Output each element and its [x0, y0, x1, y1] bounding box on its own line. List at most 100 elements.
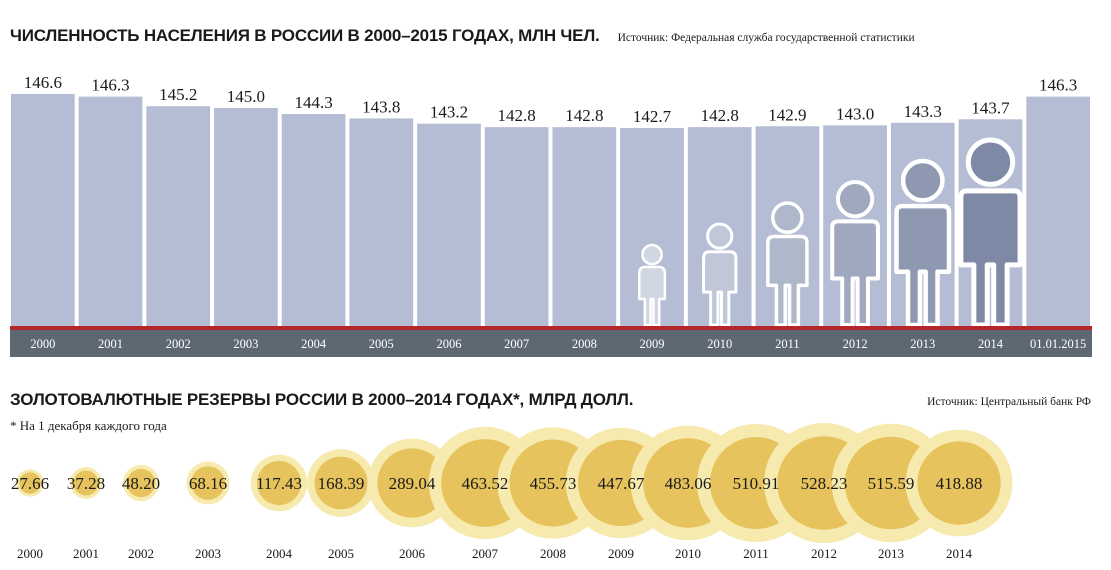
person-body — [637, 265, 667, 327]
person-body — [766, 234, 809, 327]
population-value-label: 142.7 — [633, 107, 672, 126]
reserves-footnote: * На 1 декабря каждого года — [10, 418, 167, 433]
reserves-value-label: 418.88 — [936, 474, 983, 493]
reserves-value-label: 117.43 — [256, 474, 302, 493]
population-tick-labels: 2000 2001 2002 2003 2004 2005 2006 2007 2008 2009… — [30, 337, 1086, 351]
reserves-bubbles: 27.66 37.28 48.20 68.16 117.43 168.39 289.04 46… — [11, 423, 1013, 543]
person-head — [641, 243, 663, 266]
population-value-label: 144.3 — [294, 93, 332, 112]
person-body — [702, 250, 738, 327]
population-bars: 146.6 146.3 145.2 145.0 144.3 143.8 143.2 142.8… — [11, 73, 1090, 329]
population-bar — [1026, 96, 1090, 328]
reserves-bubble — [377, 448, 447, 518]
population-bar — [349, 118, 414, 329]
reserves-value-label: 68.16 — [189, 474, 227, 493]
person-head — [771, 201, 804, 235]
reserves-value-label: 289.04 — [389, 474, 436, 493]
population-value-label: 146.3 — [1039, 76, 1077, 95]
person-head — [900, 158, 945, 203]
reserves-bubble — [314, 456, 368, 510]
reserves-tick-label: 2014 — [946, 546, 973, 561]
reserves-tick-labels: 2000 2001 2002 2003 2004 2005 2006 2007 2008 2009… — [17, 546, 973, 561]
reserves-tick-label: 2002 — [128, 546, 154, 561]
reserves-tick-label: 2008 — [540, 546, 566, 561]
population-bar — [417, 123, 481, 329]
population-value-label: 142.8 — [565, 106, 603, 125]
reserves-value-label: 463.52 — [462, 474, 509, 493]
population-tick-label: 2014 — [978, 337, 1004, 351]
person-body — [894, 203, 952, 328]
reserves-value-label: 168.39 — [318, 474, 365, 493]
population-tick-label: 2011 — [775, 337, 800, 351]
population-value-label: 143.8 — [362, 97, 400, 116]
population-bar — [146, 106, 211, 328]
population-figures — [637, 137, 1023, 328]
population-bar — [552, 127, 617, 328]
reserves-value-label: 528.23 — [801, 474, 848, 493]
population-value-label: 145.2 — [159, 85, 197, 104]
reserves-value-label: 48.20 — [122, 474, 160, 493]
population-bar — [78, 96, 143, 328]
population-value-label: 146.3 — [91, 76, 129, 95]
population-source: Источник: Федеральная служба государстве… — [617, 32, 915, 44]
reserves-tick-label: 2003 — [195, 546, 221, 561]
population-tick-label: 2003 — [233, 337, 258, 351]
reserves-bubble — [191, 466, 225, 500]
population-tick-label: 2005 — [369, 337, 394, 351]
population-tick-label: 2009 — [640, 337, 665, 351]
reserves-tick-label: 2001 — [73, 546, 99, 561]
population-axis-band — [10, 330, 1092, 357]
reserves-tick-label: 2006 — [399, 546, 426, 561]
population-tick-label: 2006 — [436, 337, 461, 351]
reserves-tick-label: 2012 — [811, 546, 837, 561]
person-figure-icon — [830, 180, 880, 327]
population-tick-label: 2013 — [910, 337, 935, 351]
population-tick-label: 2002 — [166, 337, 191, 351]
person-figure-icon — [894, 158, 952, 328]
reserves-value-label: 27.66 — [11, 474, 49, 493]
population-tick-label: 2008 — [572, 337, 597, 351]
reserves-bubble — [126, 468, 156, 498]
population-bar — [281, 114, 346, 328]
reserves-value-label: 447.67 — [598, 474, 645, 493]
population-axis-line — [10, 326, 1092, 330]
reserves-bubble — [917, 441, 1001, 525]
reserves-tick-label: 2013 — [878, 546, 904, 561]
population-tick-label: 2004 — [301, 337, 327, 351]
reserves-tick-label: 2000 — [17, 546, 43, 561]
population-bar — [214, 107, 278, 328]
reserves-title: ЗОЛОТОВАЛЮТНЫЕ РЕЗЕРВЫ РОССИИ В 2000–201… — [10, 390, 634, 409]
reserves-tick-label: 2004 — [266, 546, 293, 561]
reserves-tick-label: 2010 — [675, 546, 701, 561]
population-value-label: 142.9 — [768, 105, 806, 124]
reserves-value-label: 510.91 — [733, 474, 780, 493]
person-body — [958, 188, 1023, 328]
reserves-bubble — [256, 460, 302, 506]
reserves-tick-label: 2007 — [472, 546, 499, 561]
person-figure-icon — [702, 222, 738, 327]
population-value-label: 143.2 — [430, 103, 468, 122]
reserves-bubble — [73, 470, 99, 496]
population-value-label: 142.8 — [498, 106, 536, 125]
population-bar — [11, 94, 75, 328]
person-head — [965, 137, 1016, 187]
reserves-value-label: 483.06 — [665, 474, 712, 493]
person-head — [835, 180, 875, 219]
person-head — [706, 222, 734, 250]
population-tick-label: 2012 — [843, 337, 868, 351]
population-title-line: ЧИСЛЕННОСТЬ НАСЕЛЕНИЯ В РОССИИ В 2000–20… — [10, 26, 915, 46]
reserves-tick-label: 2011 — [743, 546, 769, 561]
population-title: ЧИСЛЕННОСТЬ НАСЕЛЕНИЯ В РОССИИ В 2000–20… — [10, 26, 600, 45]
population-value-label: 143.3 — [904, 102, 942, 121]
population-tick-label: 2001 — [98, 337, 123, 351]
reserves-tick-label: 2005 — [328, 546, 354, 561]
population-tick-label: 2010 — [707, 337, 732, 351]
reserves-source: Источник: Центральный банк РФ — [927, 396, 1091, 408]
population-value-label: 146.6 — [24, 73, 62, 92]
population-tick-label: 2000 — [30, 337, 55, 351]
population-value-label: 145.0 — [227, 87, 265, 106]
reserves-value-label: 515.59 — [868, 474, 915, 493]
population-value-label: 142.8 — [701, 106, 739, 125]
population-value-label: 143.0 — [836, 104, 874, 123]
reserves-value-label: 455.73 — [530, 474, 577, 493]
